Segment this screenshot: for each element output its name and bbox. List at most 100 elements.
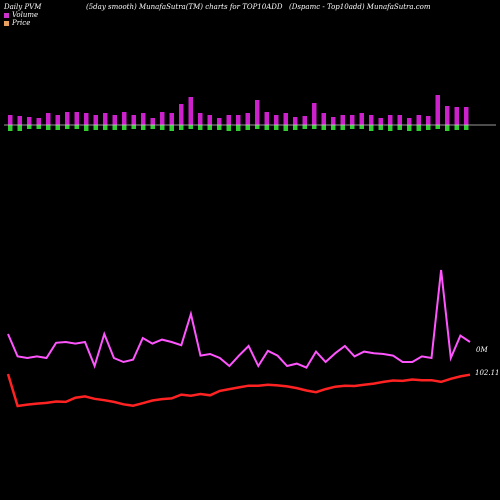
volume-bar-up	[378, 118, 383, 125]
price-last-label: 102.11	[475, 369, 500, 377]
volume-bar-down	[302, 125, 307, 129]
volume-bar-down	[93, 125, 98, 130]
volume-bar-up	[198, 113, 203, 125]
volume-bar-down	[36, 125, 41, 129]
volume-bar-up	[435, 95, 440, 125]
volume-bar-up	[445, 106, 450, 125]
volume-bar-up	[245, 113, 250, 125]
volume-bar-up	[255, 100, 260, 125]
volume-bar-up	[46, 113, 51, 125]
legend-price-label: Price	[12, 19, 31, 27]
volume-bar-down	[17, 125, 22, 131]
volume-bar-down	[331, 125, 336, 130]
source-label: (Dspamc - Top10add) MunafaSutra.com	[289, 3, 431, 11]
volume-bar-up	[179, 104, 184, 125]
volume-bar-up	[340, 115, 345, 125]
volume-bar-down	[65, 125, 70, 129]
volume-bar-down	[388, 125, 393, 131]
volume-bar-up	[236, 115, 241, 125]
volume-bar-down	[464, 125, 469, 130]
legend-price: Price	[4, 19, 30, 27]
volume-bar-up	[302, 116, 307, 125]
volume-bar-up	[207, 115, 212, 125]
volume-bar-down	[55, 125, 60, 130]
volume-bar-down	[236, 125, 241, 131]
volume-bar-up	[407, 118, 412, 125]
volume-bar-up	[274, 115, 279, 125]
volume-bar-down	[245, 125, 250, 130]
volume-bar-up	[397, 115, 402, 125]
volume-bar-down	[46, 125, 51, 130]
volume-bar-up	[454, 107, 459, 125]
volume-bar-up	[226, 115, 231, 125]
volume-bar-down	[293, 125, 298, 130]
plot-lines	[6, 269, 471, 408]
chart-title: (5day smooth) MunafaSutra(TM) charts for…	[86, 3, 283, 11]
volume-bar-down	[179, 125, 184, 130]
volume-bar-down	[407, 125, 412, 131]
volume-bar-down	[435, 125, 440, 129]
legend-price-swatch	[4, 20, 9, 26]
volume-bar-up	[264, 112, 269, 125]
volume-bar-down	[426, 125, 431, 130]
volume-bar-up	[293, 117, 298, 125]
volume-bar-up	[359, 113, 364, 125]
volume-bar-down	[378, 125, 383, 130]
volume-bar-down	[445, 125, 450, 131]
legend-volume-label: Volume	[12, 11, 39, 19]
volume-bar-down	[27, 125, 32, 129]
volume-bar-down	[397, 125, 402, 130]
volume-bar-up	[416, 115, 421, 125]
volume-bar-up	[27, 117, 32, 125]
volume-bar-up	[103, 113, 108, 125]
volume-bar-down	[169, 125, 174, 131]
volume-bar-up	[283, 113, 288, 125]
volume-bar-down	[150, 125, 155, 129]
volume-bar-up	[150, 118, 155, 125]
volume-bar-down	[369, 125, 374, 131]
volume-bar-up	[160, 112, 165, 125]
volume-bar-down	[226, 125, 231, 131]
volume-bar-down	[340, 125, 345, 130]
volume-last-label: 0M	[476, 346, 488, 354]
volume-bar-down	[84, 125, 89, 131]
volume-bar-down	[112, 125, 117, 130]
volume-bar-up	[93, 115, 98, 125]
volume-bar-down	[8, 125, 13, 131]
legend-volume-swatch	[4, 12, 9, 18]
volume-bar-down	[141, 125, 146, 130]
volume-bar-up	[321, 113, 326, 125]
volume-bar-down	[207, 125, 212, 130]
volume-bar-down	[321, 125, 326, 130]
volume-bar-up	[388, 115, 393, 125]
volume-bar-up	[8, 115, 13, 125]
volume-bar-up	[141, 113, 146, 125]
volume-bar-up	[74, 112, 79, 125]
volume-bar-up	[426, 116, 431, 125]
volume-bars	[8, 95, 469, 131]
volume-bar-down	[103, 125, 108, 130]
volume-bar-up	[17, 116, 22, 125]
chart-type-label: Daily PVM	[4, 3, 42, 11]
volume-bar-up	[55, 115, 60, 125]
volume-line	[7, 269, 471, 370]
volume-bar-down	[198, 125, 203, 130]
volume-bar-down	[131, 125, 136, 129]
volume-bar-down	[160, 125, 165, 130]
volume-bar-up	[312, 103, 317, 125]
volume-bar-up	[331, 117, 336, 125]
price-line	[6, 373, 471, 408]
volume-bar-down	[217, 125, 222, 130]
volume-bar-down	[454, 125, 459, 130]
volume-bar-up	[112, 115, 117, 125]
volume-bar-up	[65, 112, 70, 125]
volume-bar-down	[122, 125, 127, 130]
volume-bar-down	[312, 125, 317, 129]
volume-bar-down	[283, 125, 288, 131]
volume-bar-down	[264, 125, 269, 130]
volume-bar-up	[131, 115, 136, 125]
volume-bar-down	[74, 125, 79, 129]
volume-bar-up	[36, 118, 41, 125]
legend-volume: Volume	[4, 11, 38, 19]
